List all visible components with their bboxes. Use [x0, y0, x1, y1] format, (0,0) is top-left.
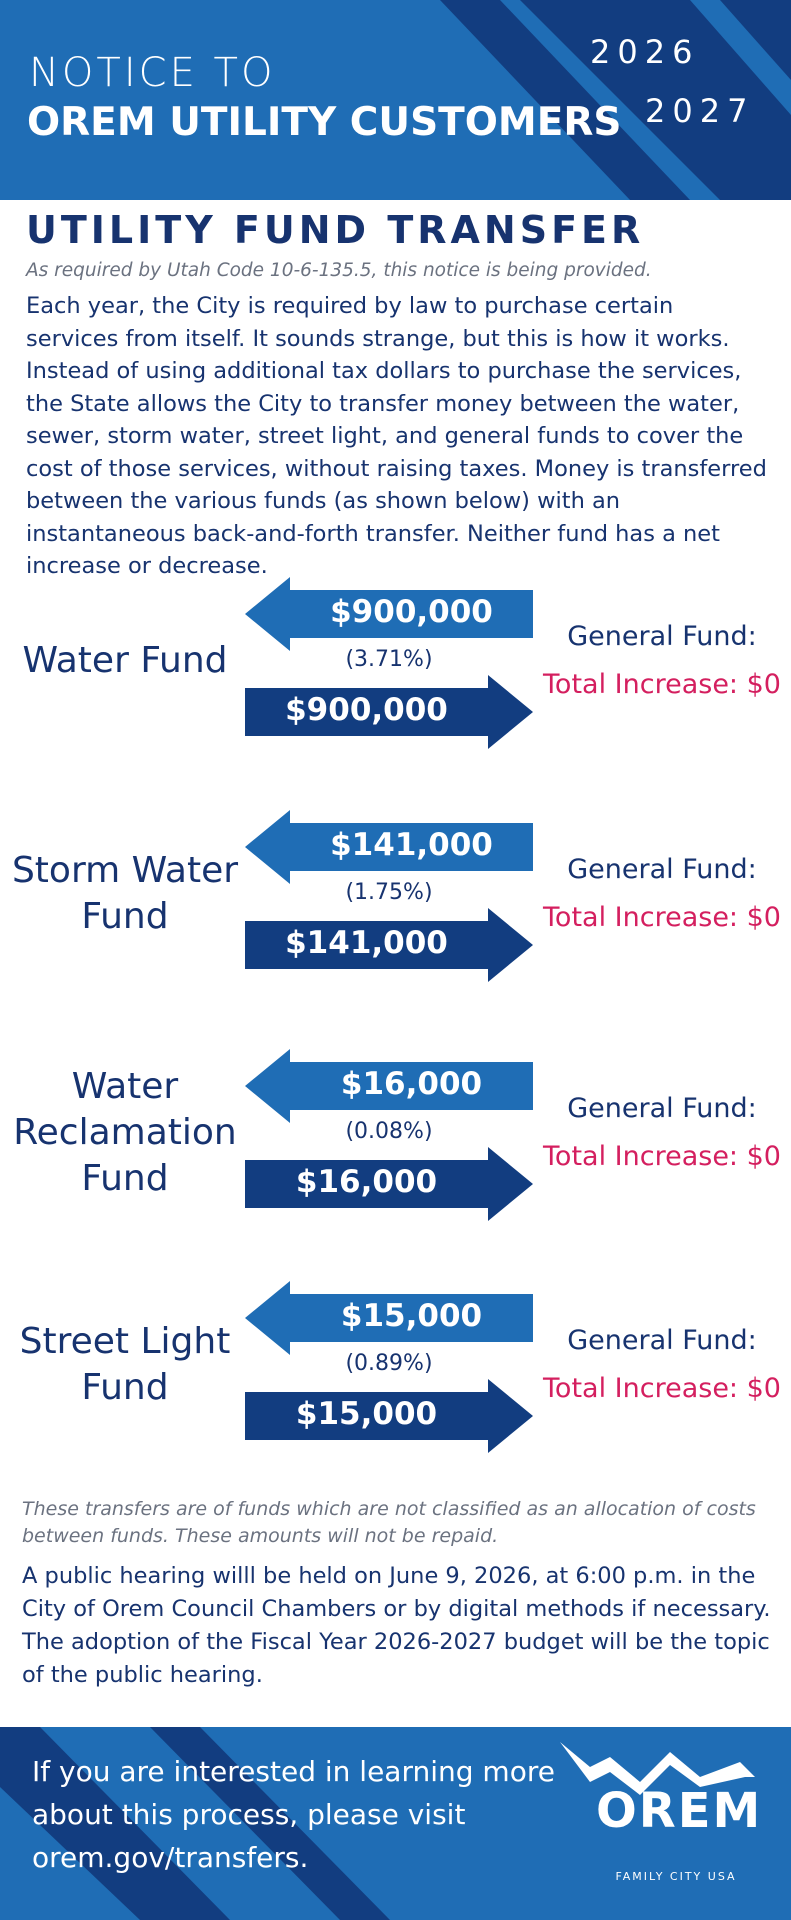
percent: (1.75%)	[345, 880, 433, 905]
amount: $15,000	[340, 1298, 483, 1334]
amount: $141,000	[330, 827, 493, 863]
header-bg	[0, 0, 791, 200]
result: Total Increase: $0	[543, 1141, 781, 1172]
result: Total Increase: $0	[543, 669, 781, 700]
arrows	[245, 577, 533, 749]
year: 2027	[645, 92, 755, 130]
result: Total Increase: $0	[543, 1373, 781, 1404]
fund-name: Water Reclamation Fund	[13, 1066, 237, 1199]
amount: $16,000	[295, 1164, 438, 1200]
target: General Fund:	[567, 854, 757, 885]
arrow-right	[245, 908, 533, 982]
percent: (0.08%)	[345, 1119, 433, 1144]
footnote: These transfers are of funds which are n…	[22, 1498, 756, 1547]
cta: If you are interested in learning more a…	[32, 1755, 555, 1874]
header-title: OREM UTILITY CUSTOMERS	[27, 100, 622, 145]
fund-name: Storm Water Fund	[11, 850, 239, 937]
legal-note: As required by Utah Code 10-6-135.5, thi…	[26, 260, 652, 281]
arrow-left	[245, 1281, 533, 1355]
arrow-left	[245, 1049, 533, 1123]
target: General Fund:	[567, 1325, 757, 1356]
amount: $15,000	[295, 1396, 438, 1432]
result: Total Increase: $0	[543, 902, 781, 933]
amount: $141,000	[285, 925, 448, 961]
arrow-right	[245, 1379, 533, 1453]
notice: NOTICE TO	[29, 50, 276, 96]
fund-name: Street Light Fund	[19, 1321, 231, 1408]
fund-name: Water Fund	[22, 640, 228, 681]
section-title: UTILITY FUND TRANSFER	[26, 208, 645, 252]
hearing: A public hearing willl be held on June 9…	[22, 1563, 771, 1688]
arrows	[245, 810, 533, 982]
footer-bg	[0, 1727, 791, 1920]
arrows	[245, 1281, 533, 1453]
arrow-left	[245, 810, 533, 884]
arrow-left	[245, 577, 533, 651]
arrow-right	[245, 675, 533, 749]
amount: $16,000	[340, 1066, 483, 1102]
tagline: FAMILY CITY USA	[615, 1870, 737, 1883]
year: 2026	[590, 33, 700, 71]
percent: (3.71%)	[345, 647, 433, 672]
arrow-right	[245, 1147, 533, 1221]
percent: (0.89%)	[345, 1351, 433, 1376]
body-text: Each year, the City is required by law t…	[26, 293, 767, 579]
target: General Fund:	[567, 621, 757, 652]
logo: OREM	[596, 1783, 763, 1839]
target: General Fund:	[567, 1093, 757, 1124]
amount: $900,000	[285, 692, 448, 728]
arrows	[245, 1049, 533, 1221]
amount: $900,000	[330, 594, 493, 630]
